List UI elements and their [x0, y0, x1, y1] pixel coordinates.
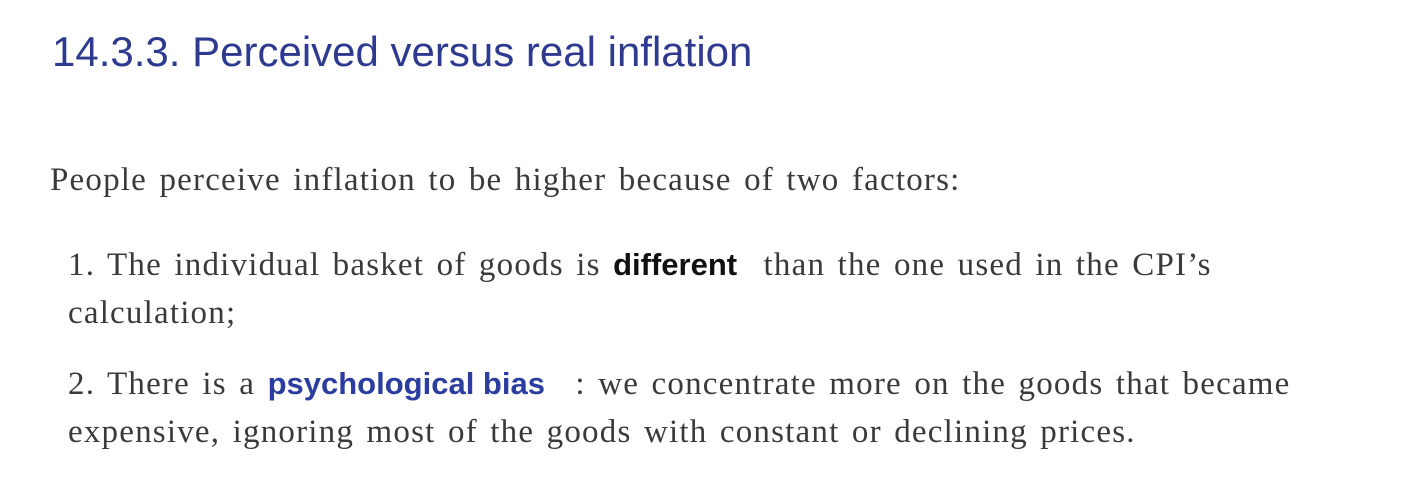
list-item-text-after: : we concentrate more on the goods that …: [68, 366, 1291, 450]
list-item-text-after: than the one used in the CPI’s calculati…: [68, 247, 1212, 331]
list-item-text-before: There is a: [107, 366, 256, 402]
emphasis-psychological-bias: psychological bias: [267, 366, 545, 401]
list-item-2: 2. There is a psychological bias : we co…: [68, 360, 1368, 456]
intro-paragraph: People perceive inflation to be higher b…: [50, 162, 961, 198]
list-item-text-before: The individual basket of goods is: [107, 247, 601, 283]
page-title: 14.3.3. Perceived versus real inflation: [52, 28, 753, 75]
list-item-number: 1.: [68, 247, 96, 283]
emphasis-different: different: [613, 247, 738, 282]
list-item-number: 2.: [68, 366, 96, 402]
list-item-1: 1. The individual basket of goods is dif…: [68, 241, 1368, 337]
